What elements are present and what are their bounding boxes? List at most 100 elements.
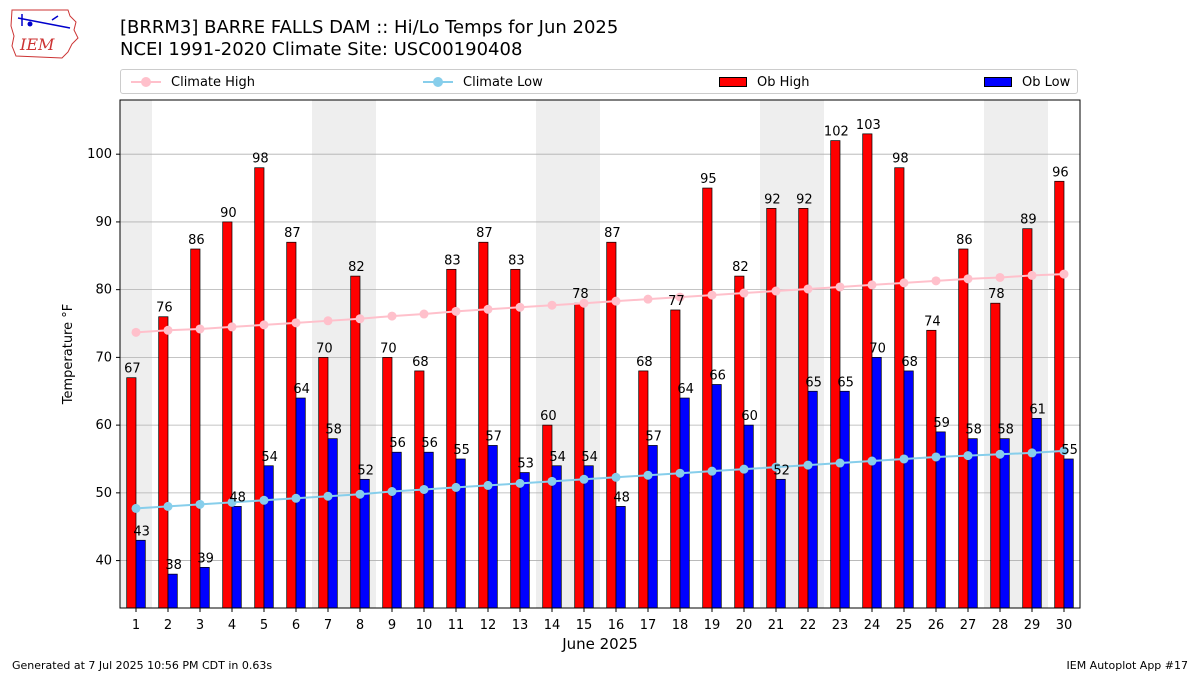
y-tick-label: 70 xyxy=(95,350,112,365)
ob-low-bar xyxy=(199,567,210,609)
climate-low-point xyxy=(995,449,1005,459)
ob-high-label: 70 xyxy=(380,341,397,356)
title-line-1: [BRRM3] BARRE FALLS DAM :: Hi/Lo Temps f… xyxy=(120,17,619,38)
ob-high-bar xyxy=(446,268,457,609)
climate-high-point xyxy=(131,327,141,337)
x-tick-label: 22 xyxy=(800,618,817,633)
ob-low-bar xyxy=(711,384,722,609)
ob-low-label: 54 xyxy=(261,450,278,465)
climate-high-line xyxy=(135,273,1065,334)
ob-low-label: 54 xyxy=(581,450,598,465)
climate-low-point xyxy=(195,499,205,509)
ob-low-bar xyxy=(263,465,274,609)
x-tick-label: 29 xyxy=(1024,618,1041,633)
climate-low-point xyxy=(1059,446,1069,456)
climate-high-point xyxy=(419,309,429,319)
ob-low-label: 39 xyxy=(197,551,214,566)
ob-high-bar xyxy=(894,167,905,609)
climate-high-point xyxy=(1027,270,1037,280)
climate-high-point xyxy=(355,314,365,324)
x-tick-label: 19 xyxy=(704,618,721,633)
ob-high-bar xyxy=(1054,180,1065,609)
ob-low-label: 53 xyxy=(517,457,534,472)
climate-high-point xyxy=(835,282,845,292)
x-tick-label: 25 xyxy=(896,618,913,633)
ob-low-label: 43 xyxy=(133,524,150,539)
title-line-2: NCEI 1991-2020 Climate Site: USC00190408 xyxy=(120,39,523,60)
ob-high-bar xyxy=(254,167,265,609)
ob-low-label: 58 xyxy=(997,423,1014,438)
ob-high-label: 92 xyxy=(796,192,813,207)
climate-low-point xyxy=(579,474,589,484)
climate-high-point xyxy=(931,276,941,286)
iem-logo: IEM xyxy=(10,9,79,59)
ob-low-bar xyxy=(167,573,178,609)
ob-low-bar xyxy=(487,445,498,609)
climate-low-point xyxy=(675,468,685,478)
ob-low-bar xyxy=(871,357,882,609)
ob-high-label: 82 xyxy=(732,260,749,275)
ob-low-label: 60 xyxy=(741,409,758,424)
ob-low-bar xyxy=(551,465,562,609)
ob-high-bar xyxy=(382,357,393,609)
ob-low-bar xyxy=(391,451,402,609)
ob-high-label: 68 xyxy=(412,355,429,370)
climate-low-point xyxy=(643,470,653,480)
x-tick-label: 14 xyxy=(544,618,561,633)
ob-high-bar xyxy=(798,208,809,609)
x-tick-label: 13 xyxy=(512,618,529,633)
ob-high-label: 86 xyxy=(956,233,973,248)
ob-low-label: 56 xyxy=(389,436,406,451)
ob-high-bar xyxy=(350,275,361,609)
ob-low-bar xyxy=(519,472,530,609)
ob-high-bar xyxy=(126,377,137,609)
climate-high-point xyxy=(579,298,589,308)
climate-low-point xyxy=(771,462,781,472)
y-tick-label: 100 xyxy=(87,147,112,162)
x-tick-label: 18 xyxy=(672,618,689,633)
climate-high-point xyxy=(451,306,461,316)
climate-high-point xyxy=(387,311,397,321)
legend-item-climate-high: Climate High xyxy=(131,73,255,91)
x-axis-label: June 2025 xyxy=(561,635,638,653)
climate-low-point xyxy=(419,484,429,494)
climate-high-point xyxy=(1059,269,1069,279)
y-tick-label: 40 xyxy=(95,554,112,569)
ob-low-bar xyxy=(231,506,242,609)
climate-high-point xyxy=(547,300,557,310)
ob-high-label: 102 xyxy=(824,125,849,140)
x-tick-label: 2 xyxy=(164,618,172,633)
ob-high-label: 86 xyxy=(188,233,205,248)
legend-label-ob-low: Ob Low xyxy=(1022,74,1071,90)
climate-high-point xyxy=(867,280,877,290)
ob-high-label: 90 xyxy=(220,206,237,221)
app-footer: IEM Autoplot App #17 xyxy=(1066,659,1189,672)
ob-low-label: 57 xyxy=(645,429,662,444)
climate-low-point xyxy=(707,466,717,476)
x-tick-label: 1 xyxy=(132,618,140,633)
climate-low-point xyxy=(1027,448,1037,458)
ob-high-bar xyxy=(286,241,297,609)
x-tick-label: 6 xyxy=(292,618,300,633)
ob-low-bar xyxy=(999,438,1010,609)
climate-low-point xyxy=(259,495,269,505)
ob-high-label: 83 xyxy=(508,253,525,268)
ob-high-label: 89 xyxy=(1020,213,1037,228)
ob-high-label: 68 xyxy=(636,355,653,370)
ob-high-bar xyxy=(510,268,521,609)
x-tick-label: 4 xyxy=(228,618,236,633)
x-tick-label: 23 xyxy=(832,618,849,633)
ob-high-bar xyxy=(670,309,681,609)
climate-high-point xyxy=(291,318,301,328)
climate-low-point xyxy=(739,464,749,474)
climate-low-point xyxy=(163,501,173,511)
ob-low-label: 38 xyxy=(165,558,182,573)
ob-low-label: 68 xyxy=(901,355,918,370)
ob-high-label: 60 xyxy=(540,409,557,424)
ob-low-label: 57 xyxy=(485,429,502,444)
x-tick-label: 8 xyxy=(356,618,364,633)
ob-high-label: 78 xyxy=(572,287,589,302)
ob-high-bar xyxy=(926,329,937,609)
ob-low-bar xyxy=(967,438,978,609)
legend-item-ob-high: Ob High xyxy=(719,73,810,91)
